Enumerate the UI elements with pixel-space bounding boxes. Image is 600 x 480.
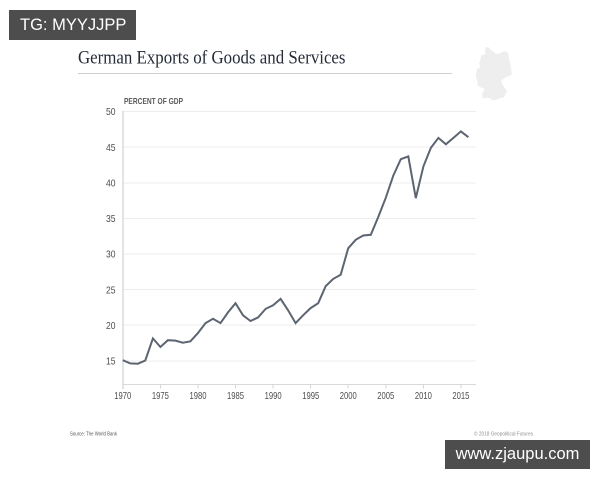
svg-text:2015: 2015 [452, 390, 469, 402]
svg-text:20: 20 [106, 320, 116, 332]
svg-text:2000: 2000 [340, 390, 357, 402]
svg-text:2010: 2010 [415, 390, 432, 402]
svg-text:1985: 1985 [227, 390, 244, 402]
svg-text:Source: The World Bank: Source: The World Bank [70, 432, 117, 438]
svg-text:40: 40 [106, 177, 116, 189]
svg-text:35: 35 [106, 213, 116, 225]
svg-text:2005: 2005 [377, 390, 394, 402]
svg-text:PERCENT OF GDP: PERCENT OF GDP [124, 96, 183, 106]
svg-text:1990: 1990 [265, 390, 282, 402]
svg-text:15: 15 [106, 356, 116, 368]
svg-text:1970: 1970 [114, 390, 131, 402]
svg-text:50: 50 [106, 106, 116, 118]
svg-text:German Exports of Goods and Se: German Exports of Goods and Services [78, 48, 346, 69]
svg-text:25: 25 [106, 284, 116, 296]
svg-text:1975: 1975 [152, 390, 169, 402]
svg-text:© 2018 Geopolitical Futures: © 2018 Geopolitical Futures [474, 431, 533, 438]
svg-text:30: 30 [106, 249, 116, 261]
svg-text:1980: 1980 [190, 390, 207, 402]
svg-text:45: 45 [106, 142, 116, 154]
svg-text:1995: 1995 [302, 390, 319, 402]
